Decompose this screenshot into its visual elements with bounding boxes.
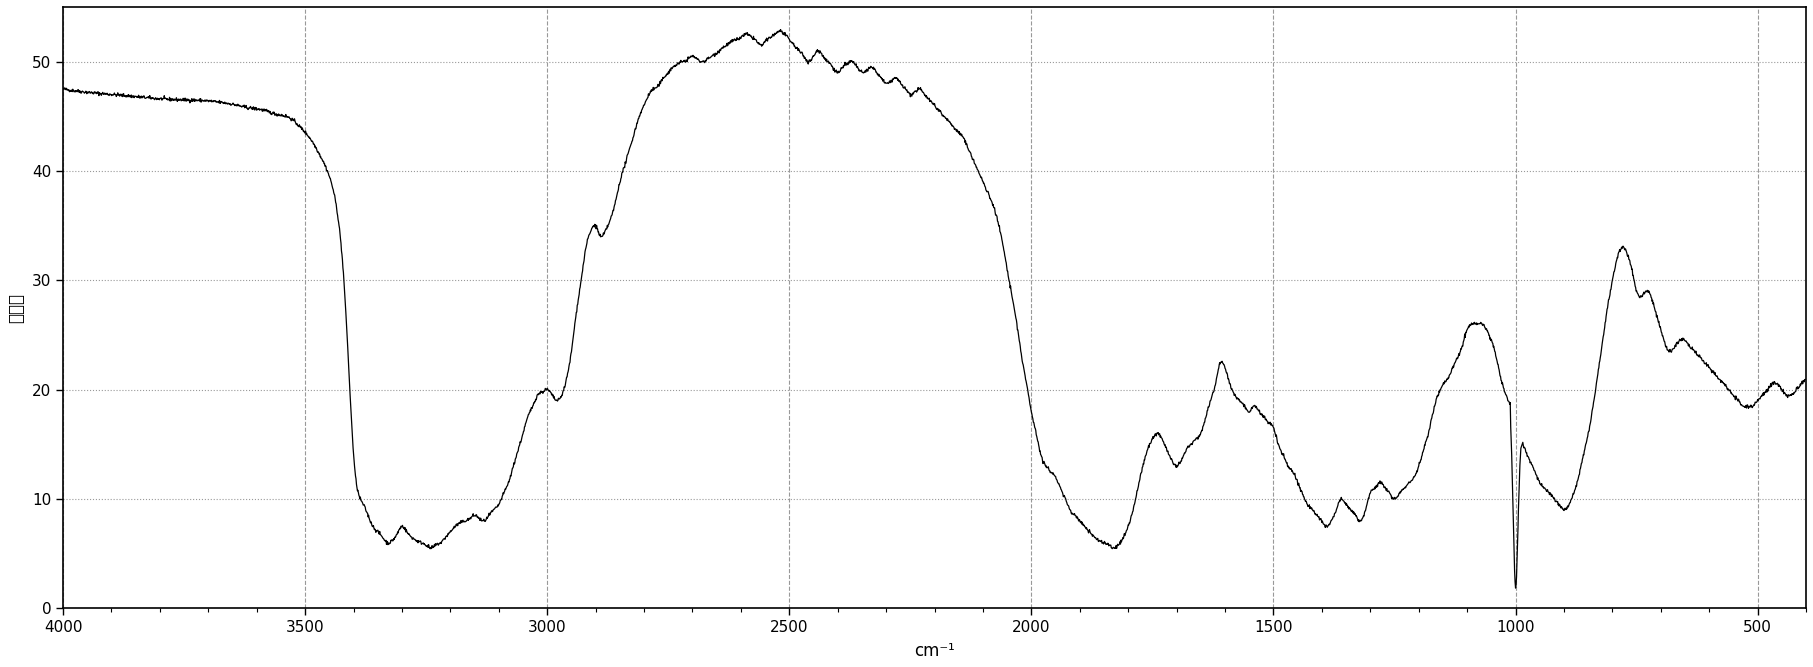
- Y-axis label: 透过率: 透过率: [7, 293, 25, 323]
- X-axis label: cm⁻¹: cm⁻¹: [914, 642, 955, 660]
